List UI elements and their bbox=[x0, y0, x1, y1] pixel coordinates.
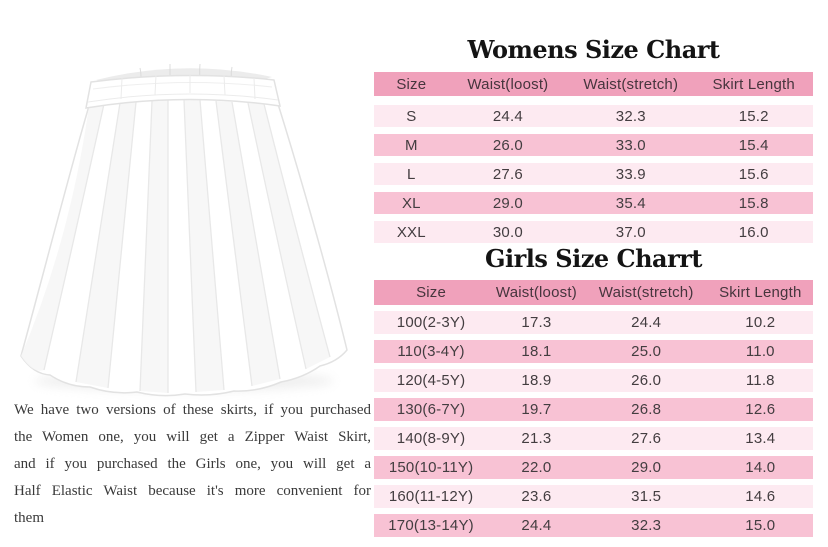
table-cell: 18.9 bbox=[521, 372, 552, 389]
table-row: 160(11-12Y) 23.6 31.5 14.6 bbox=[374, 485, 813, 508]
table-cell: 120(4-5Y) bbox=[396, 372, 466, 389]
table-row: 170(13-14Y) 24.4 32.3 15.0 bbox=[374, 514, 813, 537]
table-cell: 100(2-3Y) bbox=[396, 314, 466, 331]
table-header-cell: Size bbox=[416, 284, 447, 301]
table-row: M 26.0 33.0 15.4 bbox=[374, 134, 813, 156]
table-cell: 37.0 bbox=[615, 223, 646, 241]
table-cell: 23.6 bbox=[521, 488, 552, 505]
table-cell: 19.7 bbox=[521, 401, 552, 418]
table-cell: 33.9 bbox=[615, 165, 646, 183]
table-cell: 150(10-11Y) bbox=[388, 459, 474, 476]
table-cell: 11.8 bbox=[745, 372, 775, 389]
table-header-cell: Skirt Length bbox=[719, 284, 802, 301]
table-row: 100(2-3Y) 17.3 24.4 10.2 bbox=[374, 311, 813, 334]
table-cell: 26.8 bbox=[631, 401, 662, 418]
table-cell: 24.4 bbox=[492, 107, 523, 125]
table-cell: 15.6 bbox=[738, 165, 769, 183]
table-cell: 24.4 bbox=[521, 517, 552, 534]
description-line: We have two versions of these skirts, if… bbox=[14, 402, 371, 418]
table-cell: 32.3 bbox=[631, 517, 662, 534]
table-cell: 17.3 bbox=[521, 314, 552, 331]
table-header-row: Size Waist(loost) Waist(stretch) Skirt Leng… bbox=[374, 280, 813, 305]
table-header-cell: Waist(loost) bbox=[495, 284, 577, 301]
table-cell: 160(11-12Y) bbox=[388, 488, 474, 505]
table-cell: S bbox=[406, 107, 417, 125]
description-line: Half Elastic Waist because it's more con… bbox=[14, 483, 371, 499]
table-cell: 15.8 bbox=[738, 194, 769, 212]
table-cell: 27.6 bbox=[631, 430, 662, 447]
table-cell: 24.4 bbox=[631, 314, 662, 331]
table-cell: 21.3 bbox=[521, 430, 552, 447]
table-cell: 130(6-7Y) bbox=[396, 401, 466, 418]
table-cell: 15.2 bbox=[738, 107, 769, 125]
table-cell: L bbox=[407, 165, 416, 183]
table-cell: 22.0 bbox=[521, 459, 552, 476]
table-cell: 15.0 bbox=[745, 517, 776, 534]
table-cell: 14.0 bbox=[745, 459, 776, 476]
table-cell: 140(8-9Y) bbox=[396, 430, 466, 447]
table-row: XXL 30.0 37.0 16.0 bbox=[374, 221, 813, 243]
girls-size-table: Size Waist(loost) Waist(stretch) Skirt Leng… bbox=[374, 280, 813, 537]
table-cell: 35.4 bbox=[615, 194, 646, 212]
table-cell: 110(3-4Y) bbox=[397, 343, 465, 360]
table-cell: 33.0 bbox=[615, 136, 646, 154]
product-photo bbox=[0, 0, 375, 400]
description-line: them bbox=[14, 510, 44, 526]
table-cell: 29.0 bbox=[631, 459, 662, 476]
product-description: We have two versions of these skirts, if… bbox=[14, 397, 371, 532]
table-header-cell: Waist(loost) bbox=[467, 75, 549, 93]
table-cell: M bbox=[404, 136, 418, 154]
table-header-cell: Waist(stretch) bbox=[583, 75, 679, 93]
table-row: S 24.4 32.3 15.2 bbox=[374, 105, 813, 127]
table-cell: 12.6 bbox=[745, 401, 776, 418]
table-cell: 32.3 bbox=[615, 107, 646, 125]
table-cell: XL bbox=[401, 194, 421, 212]
girls-chart-title: Girls Size Charrt bbox=[485, 244, 702, 273]
description-line: and if you purchased the Girls one, you … bbox=[14, 456, 371, 472]
table-header-row: Size Waist(loost) Waist(stretch) Skirt Leng… bbox=[374, 72, 813, 96]
pleated-skirt-image bbox=[20, 63, 348, 397]
table-row: 150(10-11Y) 22.0 29.0 14.0 bbox=[374, 456, 813, 479]
table-header-cell: Skirt Length bbox=[712, 75, 795, 93]
table-cell: 13.4 bbox=[745, 430, 776, 447]
table-cell: 170(13-14Y) bbox=[388, 517, 474, 534]
table-cell: 10.2 bbox=[745, 314, 776, 331]
table-cell: 11.0 bbox=[745, 343, 775, 360]
table-cell: 25.0 bbox=[631, 343, 662, 360]
table-header-cell: Size bbox=[396, 75, 427, 93]
table-cell: 16.0 bbox=[738, 223, 769, 241]
size-charts: Womens Size Chart Size Waist(loost) Waist(… bbox=[374, 0, 813, 547]
table-cell: 15.4 bbox=[738, 136, 769, 154]
table-cell: 26.0 bbox=[492, 136, 523, 154]
table-row: XL 29.0 35.4 15.8 bbox=[374, 192, 813, 214]
table-cell: 26.0 bbox=[631, 372, 662, 389]
table-cell: 30.0 bbox=[492, 223, 523, 241]
table-cell: XXL bbox=[396, 223, 426, 241]
womens-size-table: Size Waist(loost) Waist(stretch) Skirt Leng… bbox=[374, 72, 813, 243]
table-cell: 18.1 bbox=[521, 343, 552, 360]
table-header-cell: Waist(stretch) bbox=[598, 284, 694, 301]
table-cell: 14.6 bbox=[745, 488, 776, 505]
table-cell: 31.5 bbox=[631, 488, 662, 505]
table-row: 130(6-7Y) 19.7 26.8 12.6 bbox=[374, 398, 813, 421]
description-line: the Women one, you will get a Zipper Wai… bbox=[14, 429, 371, 445]
table-cell: 27.6 bbox=[492, 165, 523, 183]
table-row: 120(4-5Y) 18.9 26.0 11.8 bbox=[374, 369, 813, 392]
womens-chart-title: Womens Size Chart bbox=[467, 35, 720, 64]
table-row: 140(8-9Y) 21.3 27.6 13.4 bbox=[374, 427, 813, 450]
table-cell: 29.0 bbox=[492, 194, 523, 212]
table-row: 110(3-4Y) 18.1 25.0 11.0 bbox=[374, 340, 813, 363]
table-row: L 27.6 33.9 15.6 bbox=[374, 163, 813, 185]
